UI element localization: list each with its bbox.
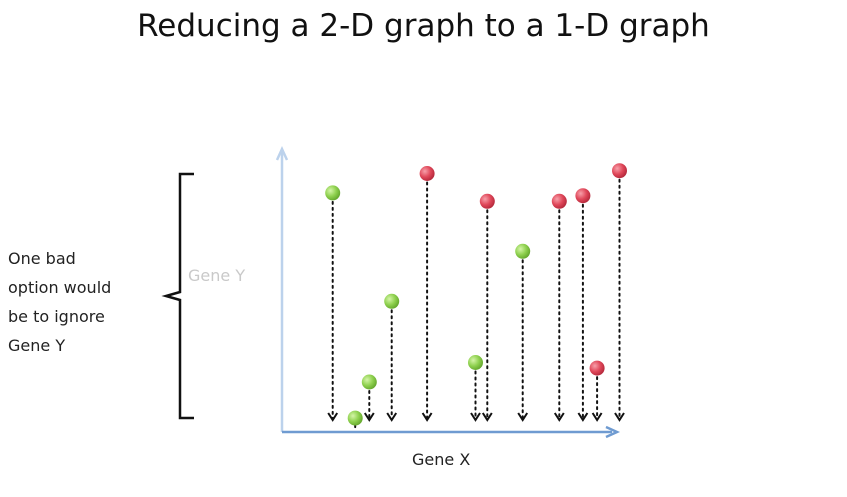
projection-arrowhead <box>386 412 398 422</box>
annotation-text: One bad option would be to ignore Gene Y <box>8 244 148 360</box>
y-axis-arrowhead <box>275 145 289 161</box>
green-data-point <box>384 293 400 309</box>
annotation-line: option would <box>8 278 112 297</box>
projection-arrowhead <box>481 412 493 422</box>
green-data-point <box>515 243 531 259</box>
projection-arrowhead <box>614 412 625 422</box>
green-data-point <box>325 185 341 201</box>
projection-arrowhead <box>553 412 565 422</box>
y-axis-label: Gene Y <box>188 266 246 285</box>
red-data-point <box>479 193 495 209</box>
x-axis-label: Gene X <box>412 450 471 469</box>
slide-title: Reducing a 2-D graph to a 1-D graph <box>137 8 710 44</box>
red-data-point <box>419 166 435 181</box>
projection-arrowhead <box>517 412 529 422</box>
green-data-point <box>347 410 363 426</box>
red-data-point <box>551 193 567 209</box>
annotation-line: One bad <box>8 249 76 268</box>
projection-arrowhead <box>327 412 339 422</box>
data-points <box>325 163 627 426</box>
annotation-line: Gene Y <box>8 336 66 355</box>
projection-arrowhead <box>577 412 589 422</box>
annotation-line: be to ignore <box>8 307 105 326</box>
projection-arrowhead <box>591 412 603 422</box>
red-data-point <box>589 360 605 376</box>
green-data-point <box>468 355 483 370</box>
projection-arrowhead <box>470 412 481 422</box>
x-axis-arrowhead <box>605 425 621 439</box>
projection-arrowhead <box>421 412 433 422</box>
green-data-point <box>361 374 377 390</box>
curly-brace <box>161 172 194 420</box>
red-data-point <box>575 188 591 204</box>
red-data-point <box>612 163 627 179</box>
projection-lines <box>327 178 625 429</box>
projection-arrowhead <box>363 412 375 422</box>
